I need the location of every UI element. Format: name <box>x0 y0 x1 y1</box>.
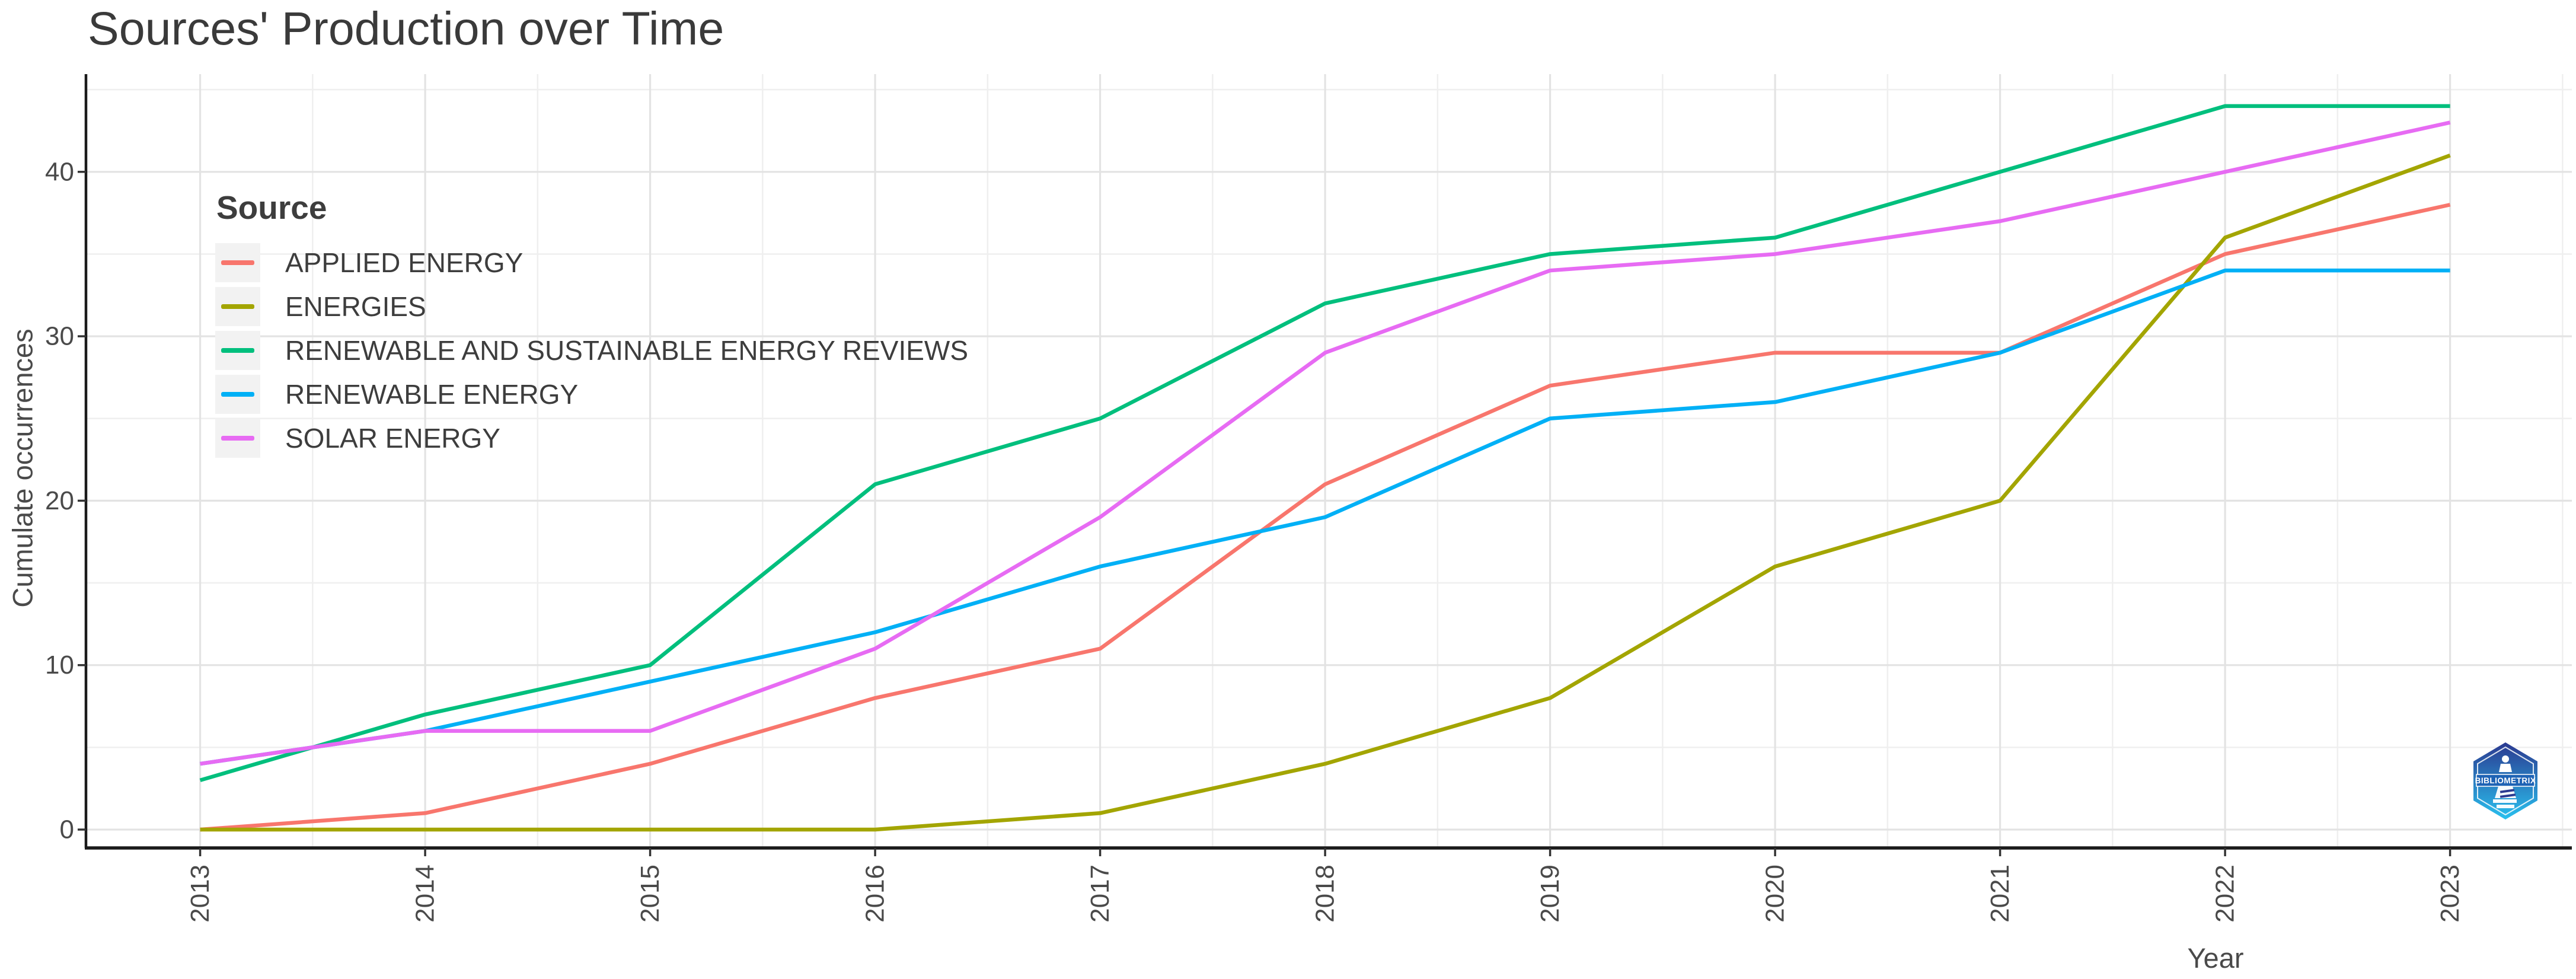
legend-swatch <box>221 260 254 265</box>
logo-text-band <box>2476 774 2535 787</box>
legend-key <box>215 243 260 282</box>
legend-items: APPLIED ENERGY ENERGIES RENEWABLE AND SUST… <box>215 243 968 458</box>
grid-minor <box>86 74 2572 848</box>
x-tick-label: 2020 <box>1761 865 1790 923</box>
legend-key <box>215 287 260 326</box>
legend-label: RENEWABLE AND SUSTAINABLE ENERGY REVIEWS <box>285 335 968 366</box>
x-tick-label: 2021 <box>1986 865 2015 923</box>
bibliometrix-logo: BIBLIOMETRIX <box>2473 742 2537 819</box>
series-lines <box>199 104 2451 832</box>
legend-item-energies: ENERGIES <box>215 287 968 326</box>
series-line-renewable-energy <box>200 268 2450 766</box>
legend-label: SOLAR ENERGY <box>285 423 500 454</box>
legend-swatch <box>221 348 254 353</box>
legend-item-renewable-and-sustainable-energy-reviews: RENEWABLE AND SUSTAINABLE ENERGY REVIEWS <box>215 331 968 370</box>
y-tick-label: 20 <box>45 486 74 515</box>
y-tick-labels: 0 10 20 30 40 <box>45 157 74 844</box>
x-tick-label: 2019 <box>1536 865 1565 923</box>
series-line-solar-energy <box>200 120 2451 766</box>
x-tick-label: 2022 <box>2211 865 2240 923</box>
legend-label: APPLIED ENERGY <box>285 247 524 278</box>
x-tick-label: 2013 <box>186 865 215 923</box>
grid-major <box>86 74 2572 848</box>
legend-label: RENEWABLE ENERGY <box>285 379 579 410</box>
x-axis-title: Year <box>2187 942 2244 974</box>
y-axis-title: Cumulate occurrences <box>7 329 39 608</box>
logo-wordmark: BIBLIOMETRIX <box>2475 776 2536 785</box>
y-tick-label: 30 <box>45 322 74 351</box>
legend-item-renewable-energy: RENEWABLE ENERGY <box>215 375 968 414</box>
legend-swatch <box>221 304 254 309</box>
x-tick-label: 2016 <box>861 865 890 923</box>
x-tick-label: 2014 <box>411 865 440 923</box>
y-tick-label: 0 <box>60 815 74 844</box>
x-tick-label: 2023 <box>2435 865 2465 923</box>
lighthouse-icon <box>2493 755 2517 808</box>
x-tick-label: 2018 <box>1311 865 1340 923</box>
legend-item-applied-energy: APPLIED ENERGY <box>215 243 968 282</box>
legend-key <box>215 331 260 370</box>
chart-title: Sources' Production over Time <box>88 2 724 55</box>
axis-ticks <box>78 171 2451 856</box>
series-line-renewable-and-sustainable-energy-reviews <box>199 104 2450 782</box>
legend-key <box>215 419 260 458</box>
logo-hexagon-inner <box>2477 746 2534 816</box>
y-tick-label: 10 <box>45 650 74 680</box>
legend-title: Source <box>216 189 327 226</box>
x-tick-label: 2015 <box>636 865 665 923</box>
legend-item-solar-energy: SOLAR ENERGY <box>215 419 968 458</box>
chart-legend: Source APPLIED ENERGY ENERGIES RENEWABLE A… <box>215 189 968 463</box>
series-line-applied-energy <box>200 203 2451 832</box>
legend-swatch <box>221 392 254 397</box>
legend-swatch <box>221 436 254 441</box>
legend-label: ENERGIES <box>285 291 426 322</box>
legend-key <box>215 375 260 414</box>
series-line-energies <box>200 154 2451 832</box>
x-tick-labels: 2013 2014 2015 2016 2017 2018 2019 2020 2021 2022… <box>186 865 2465 923</box>
x-tick-label: 2017 <box>1086 865 1115 923</box>
y-tick-label: 40 <box>45 157 74 186</box>
